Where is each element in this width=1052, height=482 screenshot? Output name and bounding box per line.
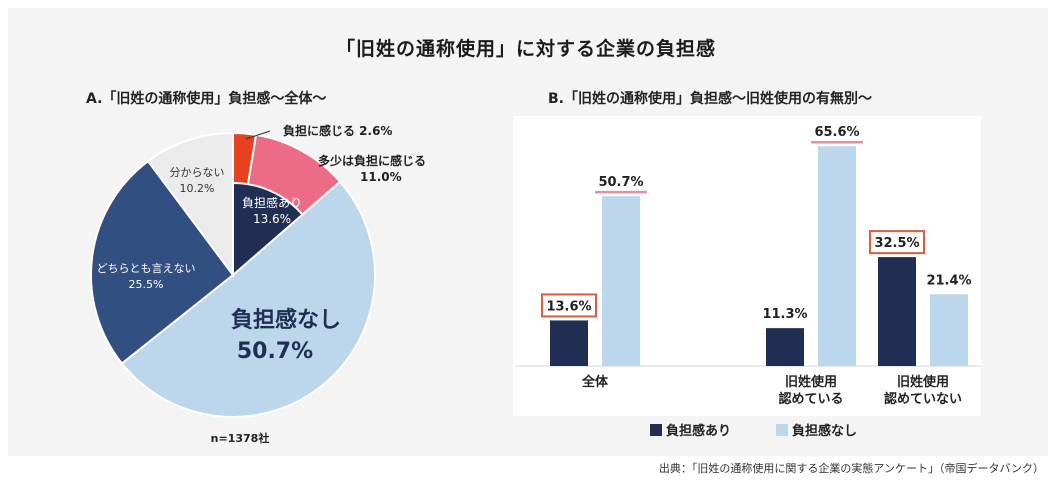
- highlight-box: [541, 293, 597, 318]
- bar-burden: [878, 257, 916, 366]
- bar-value-label: 21.4%: [926, 273, 971, 288]
- pie-inner-label: 負担感あり: [242, 195, 302, 210]
- page-title: 「旧姓の通称使用」に対する企業の負担感: [335, 38, 716, 60]
- pie-label-unknown: 分からない: [170, 166, 225, 179]
- bar-value-label: 65.6%: [814, 125, 859, 140]
- bar-no-burden: [930, 294, 968, 366]
- pie-chart: 負担感あり 13.6% 負担に感じる 2.6% 多少は負担に感じる 11.0% 負担感なし…: [90, 123, 426, 445]
- bar-chart: 13.6%50.7%全体11.3%65.6%旧姓使用認めている32.5%21.4…: [515, 125, 981, 407]
- legend-label: 負担感なし: [792, 423, 857, 439]
- pie-value-unknown: 10.2%: [180, 182, 215, 195]
- legend-swatch: [776, 424, 788, 436]
- pie-value-no-burden: 50.7%: [237, 339, 313, 364]
- pie-label-burden: 負担に感じる 2.6%: [283, 123, 392, 138]
- bar-value-label: 11.3%: [762, 307, 807, 322]
- pie-label-some-burden: 多少は負担に感じる: [318, 153, 426, 168]
- pie-label-no-burden: 負担感なし: [231, 307, 341, 333]
- pie-value-some-burden: 11.0%: [360, 170, 402, 184]
- bar-burden: [766, 328, 804, 366]
- bar-category-label: 旧姓使用: [785, 374, 837, 390]
- legend-label: 負担感あり: [666, 423, 731, 439]
- bar-value-label: 50.7%: [598, 175, 643, 190]
- bar-category-label: 認めている: [778, 391, 843, 407]
- pie-chart-title: A.「旧姓の通称使用」負担感～全体～: [86, 91, 327, 107]
- bar-burden: [550, 320, 588, 366]
- legend-swatch: [650, 424, 662, 436]
- bar-legend: 負担感あり 負担感なし: [650, 423, 857, 439]
- bar-category-label: 認めていない: [884, 391, 962, 407]
- pie-slice-unknown: [146, 131, 234, 279]
- pie-label-neutral: どちらとも言えない: [97, 262, 196, 275]
- pie-sample-size: n=1378社: [211, 431, 270, 445]
- bar-no-burden: [818, 146, 856, 366]
- highlight-box: [869, 230, 925, 255]
- pie-inner-value: 13.6%: [253, 212, 291, 226]
- bar-value-label: 32.5%: [874, 236, 919, 251]
- bar-chart-title: B.「旧姓の通称使用」負担感～旧姓使用の有無別～: [548, 91, 872, 107]
- pie-inner-burden-group: [232, 181, 304, 278]
- pie-slice-no-burden: [120, 180, 376, 419]
- pie-slice-neutral: [90, 159, 235, 365]
- source-note: 出典：「旧姓の通称使用に関する企業の実態アンケート」（帝国データバンク）: [658, 462, 1044, 475]
- bar-category-label: 旧姓使用: [897, 374, 949, 390]
- pie-leader-line: [245, 130, 271, 140]
- pie-value-neutral: 25.5%: [129, 278, 164, 291]
- bar-value-label: 13.6%: [546, 299, 591, 314]
- bar-category-label: 全体: [581, 374, 609, 390]
- bar-no-burden: [602, 196, 640, 366]
